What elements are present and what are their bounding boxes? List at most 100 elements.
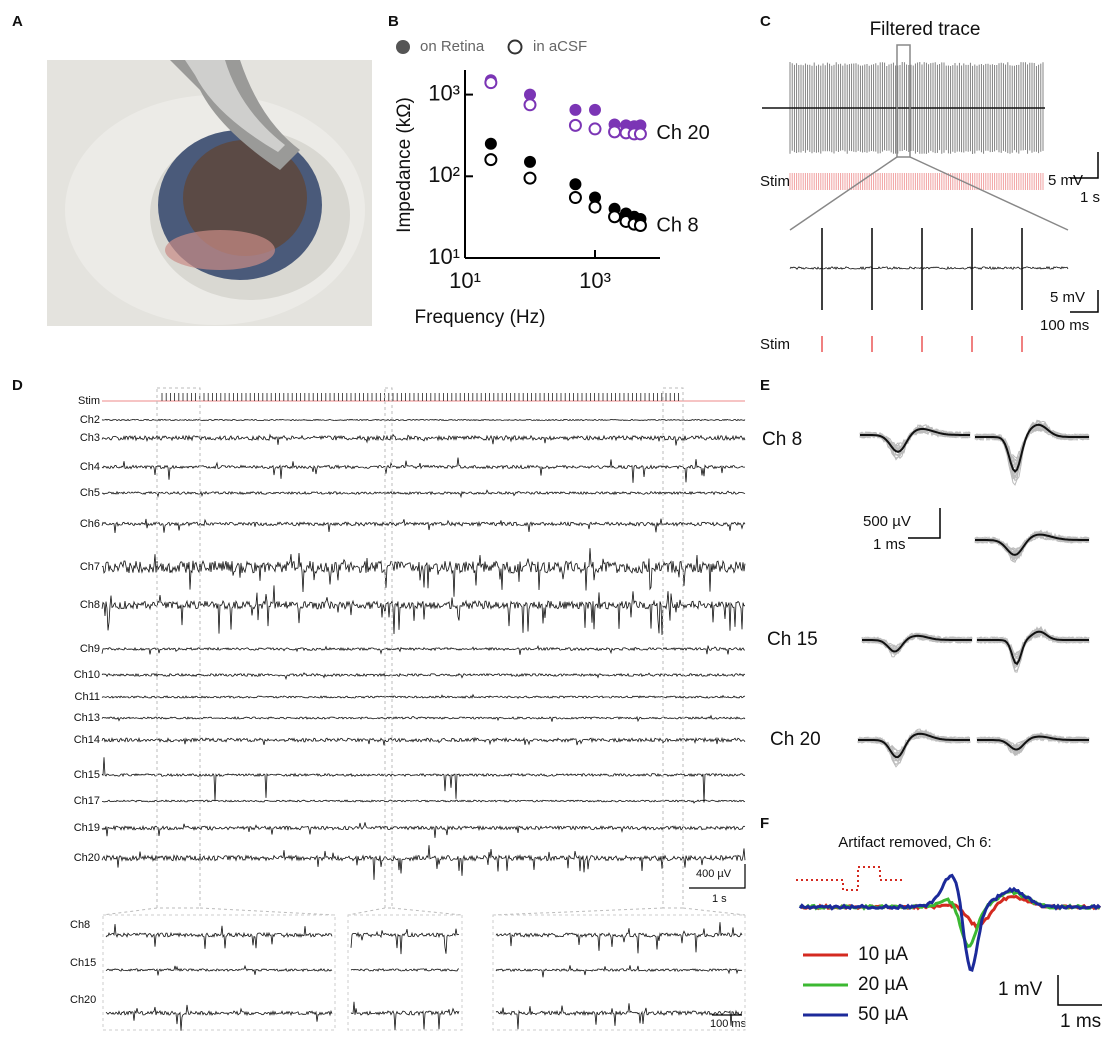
waveform-mean: [975, 423, 1089, 473]
stim-ticks: [161, 393, 679, 401]
scale-label: 1 ms: [873, 536, 906, 553]
waveform-mean: [862, 634, 972, 653]
inset-trace: [350, 968, 460, 972]
channel-label: Ch20: [74, 852, 100, 864]
y-axis-label: Impedance (kΩ): [394, 97, 415, 233]
panel-label: C: [760, 13, 771, 30]
scale-bar: [1057, 975, 1102, 1006]
scale-label: 1 mV: [998, 979, 1043, 1000]
legend-marker: [507, 39, 523, 55]
stim-label: Stim: [760, 173, 790, 190]
photo: [47, 60, 372, 326]
inset-channel-label: Ch8: [70, 919, 90, 931]
waveform-sample: [974, 423, 1090, 468]
scale-label: 1 s: [712, 893, 727, 905]
channel-label: Ch2: [80, 414, 100, 426]
inset-trace: [495, 1003, 743, 1030]
channel-label: Ch8: [80, 599, 100, 611]
channel-trace: [101, 757, 746, 803]
inset-box: [347, 914, 463, 1031]
inset-trace: [105, 964, 333, 976]
channel-trace: [101, 548, 746, 597]
filtered-trace: [789, 265, 1069, 271]
channel-label: Ch7: [80, 561, 100, 573]
channel-trace: [101, 433, 746, 446]
x-tick-label: 10³: [579, 268, 611, 293]
waveform-mean: [975, 533, 1089, 556]
inset-trace: [105, 1004, 333, 1031]
scale-label: 400 µV: [696, 868, 732, 880]
scale-label: 5 mV: [1050, 289, 1085, 306]
scale-bar: [1070, 152, 1099, 179]
channel-trace: [101, 457, 745, 483]
channel-label: Ch3: [80, 432, 100, 444]
channel-trace: [101, 845, 746, 880]
zoom-lines: [789, 156, 1069, 231]
point-on-retina: [589, 191, 601, 204]
scale-bar: [689, 864, 746, 889]
point-in-acsf: [484, 76, 498, 90]
zoom-box: [896, 44, 911, 158]
channel-trace: [101, 736, 746, 746]
channel-label: Ch5: [80, 487, 100, 499]
waveform-mean: [977, 630, 1089, 666]
legend-label: 50 µA: [858, 1004, 908, 1025]
scale-label: 5 mV: [1048, 172, 1083, 189]
panel-title: Artifact removed, Ch 6:: [838, 834, 991, 851]
channel-trace: [101, 585, 746, 636]
point-in-acsf: [568, 191, 582, 205]
waveform-sample: [974, 427, 1090, 466]
point-in-acsf: [588, 200, 602, 214]
point-in-acsf: [484, 153, 498, 167]
y-tick-label: 10²: [428, 162, 460, 187]
inset-trace: [495, 922, 743, 954]
scale-bar: [1070, 290, 1099, 313]
point-on-retina: [589, 103, 601, 116]
waveform-sample: [974, 425, 1090, 461]
channel-trace: [101, 645, 746, 655]
legend-label: 10 µA: [858, 944, 908, 965]
scale-label: 1 s: [1080, 189, 1100, 206]
channel-label: Ch6: [80, 518, 100, 530]
point-in-acsf: [588, 122, 602, 136]
channel-label: Ch10: [74, 669, 100, 681]
scale-label: 500 µV: [863, 513, 911, 530]
waveform-sample: [976, 626, 1090, 673]
legend-marker: [396, 40, 410, 54]
panel-title: Filtered trace: [870, 19, 981, 40]
point-on-retina: [569, 103, 582, 116]
waveform-mean: [860, 427, 970, 453]
channel-trace: [101, 693, 746, 700]
panel-label: A: [12, 13, 23, 30]
stim-ticks: [789, 173, 1044, 190]
inset-channel-label: Ch20: [70, 994, 96, 1006]
legend-label: in aCSF: [533, 38, 587, 55]
point-on-retina: [524, 88, 536, 101]
selection-box: [156, 387, 201, 909]
stim-waveform: [796, 866, 905, 891]
point-in-acsf: [633, 127, 647, 141]
point-in-acsf: [608, 125, 622, 139]
panel-label: D: [12, 377, 23, 394]
channel-trace: [101, 714, 746, 723]
series-label: Ch 20: [656, 122, 709, 144]
series-label: Ch 8: [656, 215, 698, 237]
zoom-lines: [102, 907, 746, 916]
panel-label: F: [760, 815, 769, 832]
selection-box: [384, 387, 393, 909]
channel-label: Ch11: [75, 691, 100, 703]
channel-trace: [101, 418, 746, 422]
response-trace: [798, 873, 1102, 972]
point-on-retina: [569, 178, 582, 191]
channel-trace: [101, 672, 746, 681]
inset-trace: [105, 924, 333, 949]
channel-label: Ch 20: [770, 729, 821, 750]
scale-label: 100 ms: [710, 1018, 747, 1030]
point-on-retina: [484, 137, 497, 150]
channel-label: Ch 8: [762, 429, 802, 450]
scale-label: 100 ms: [1040, 317, 1089, 334]
point-in-acsf: [633, 218, 647, 232]
x-tick-label: 10¹: [449, 268, 481, 293]
waveform-sample: [974, 424, 1090, 468]
